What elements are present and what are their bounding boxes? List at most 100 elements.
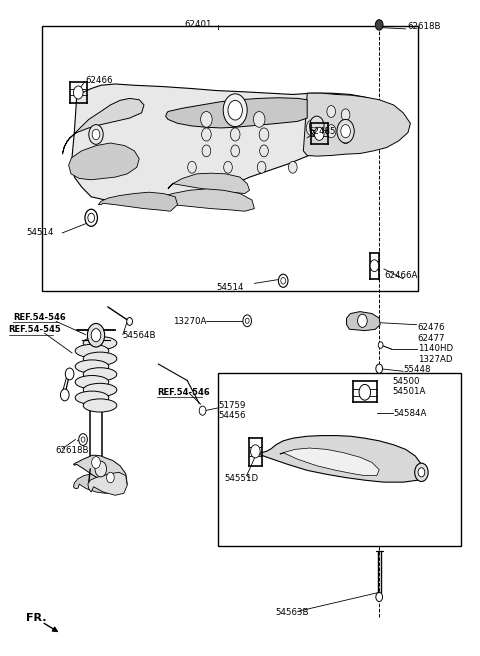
Circle shape xyxy=(358,314,367,327)
Text: 62466: 62466 xyxy=(85,75,113,85)
Bar xyxy=(42,26,418,291)
Polygon shape xyxy=(168,173,250,194)
Circle shape xyxy=(188,161,196,173)
Circle shape xyxy=(370,260,379,272)
Bar xyxy=(218,373,461,546)
Text: 54514: 54514 xyxy=(216,283,243,293)
Ellipse shape xyxy=(83,352,117,365)
Circle shape xyxy=(65,368,74,380)
Polygon shape xyxy=(62,98,144,154)
Circle shape xyxy=(306,120,318,136)
Ellipse shape xyxy=(83,368,117,381)
Polygon shape xyxy=(303,93,410,156)
Circle shape xyxy=(107,472,114,483)
Circle shape xyxy=(85,209,97,226)
Text: REF.54-546: REF.54-546 xyxy=(13,313,66,322)
Text: 54456: 54456 xyxy=(218,411,246,420)
Circle shape xyxy=(257,161,266,173)
Ellipse shape xyxy=(83,337,117,350)
Text: 62476: 62476 xyxy=(418,323,445,333)
Circle shape xyxy=(341,109,350,121)
Text: 1327AD: 1327AD xyxy=(418,355,452,364)
Circle shape xyxy=(376,364,383,373)
Circle shape xyxy=(202,128,211,141)
Text: 62401: 62401 xyxy=(185,20,212,29)
Circle shape xyxy=(359,384,371,400)
Circle shape xyxy=(310,116,324,136)
Text: 13270A: 13270A xyxy=(173,317,206,326)
Circle shape xyxy=(251,445,260,458)
Circle shape xyxy=(375,20,383,30)
Circle shape xyxy=(376,592,383,602)
Circle shape xyxy=(89,125,103,144)
Text: REF.54-545: REF.54-545 xyxy=(9,325,61,335)
Circle shape xyxy=(253,112,265,127)
Polygon shape xyxy=(280,448,379,476)
Polygon shape xyxy=(253,436,422,482)
Ellipse shape xyxy=(75,344,109,358)
Circle shape xyxy=(288,161,297,173)
Polygon shape xyxy=(72,84,398,203)
Circle shape xyxy=(88,213,95,222)
Circle shape xyxy=(81,437,85,442)
Circle shape xyxy=(91,329,101,342)
Text: 62466A: 62466A xyxy=(384,271,418,280)
Circle shape xyxy=(245,318,249,323)
Circle shape xyxy=(202,145,211,157)
Circle shape xyxy=(415,463,428,482)
Circle shape xyxy=(231,145,240,157)
Circle shape xyxy=(418,468,425,477)
Text: 55448: 55448 xyxy=(403,365,431,375)
Circle shape xyxy=(341,125,350,138)
Circle shape xyxy=(230,128,240,141)
Circle shape xyxy=(92,129,100,140)
Ellipse shape xyxy=(75,391,109,404)
Text: 54551D: 54551D xyxy=(224,474,258,483)
Circle shape xyxy=(341,132,350,144)
Polygon shape xyxy=(69,143,139,180)
Text: 62618B: 62618B xyxy=(55,446,89,455)
Text: REF.54-546: REF.54-546 xyxy=(157,388,210,397)
Text: 54500: 54500 xyxy=(393,377,420,386)
Circle shape xyxy=(60,389,69,401)
Circle shape xyxy=(201,112,212,127)
Ellipse shape xyxy=(83,383,117,396)
Circle shape xyxy=(92,457,100,468)
Text: 51759: 51759 xyxy=(218,401,246,410)
Polygon shape xyxy=(88,472,127,495)
Circle shape xyxy=(278,274,288,287)
Circle shape xyxy=(87,323,105,347)
Circle shape xyxy=(243,315,252,327)
Text: 54501A: 54501A xyxy=(393,387,426,396)
Text: 62485: 62485 xyxy=(308,127,336,136)
Text: FR.: FR. xyxy=(26,613,47,623)
Text: 54514: 54514 xyxy=(26,228,54,237)
Polygon shape xyxy=(150,189,254,211)
Ellipse shape xyxy=(83,399,117,412)
Text: 54563B: 54563B xyxy=(275,607,309,617)
Polygon shape xyxy=(73,472,119,493)
Polygon shape xyxy=(73,455,127,489)
Circle shape xyxy=(378,342,383,348)
Circle shape xyxy=(223,94,247,127)
Text: 54564B: 54564B xyxy=(122,331,156,340)
Text: 54584A: 54584A xyxy=(394,409,427,418)
Circle shape xyxy=(327,106,336,117)
Circle shape xyxy=(199,406,206,415)
Circle shape xyxy=(127,318,132,325)
Circle shape xyxy=(260,145,268,157)
Circle shape xyxy=(79,434,87,445)
Circle shape xyxy=(228,100,242,120)
Circle shape xyxy=(95,461,107,477)
Polygon shape xyxy=(347,312,380,331)
Circle shape xyxy=(314,127,324,140)
Circle shape xyxy=(337,119,354,143)
Text: 1140HD: 1140HD xyxy=(418,344,453,354)
Polygon shape xyxy=(98,192,178,211)
Circle shape xyxy=(326,125,336,138)
Circle shape xyxy=(259,128,269,141)
Circle shape xyxy=(73,86,83,99)
Circle shape xyxy=(224,161,232,173)
Ellipse shape xyxy=(75,360,109,373)
Circle shape xyxy=(281,277,286,284)
